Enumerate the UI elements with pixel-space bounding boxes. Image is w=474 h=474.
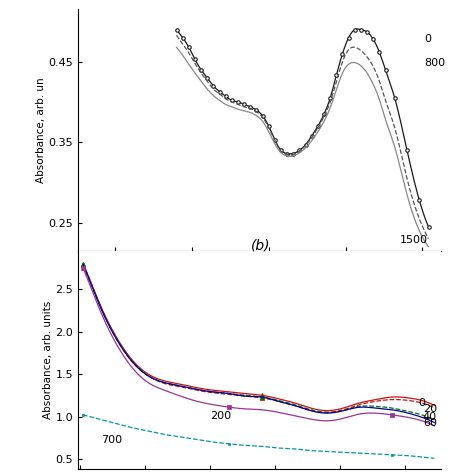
Text: 0: 0 bbox=[424, 34, 431, 44]
Y-axis label: Absorbance, arb. un: Absorbance, arb. un bbox=[36, 77, 46, 183]
Text: 0: 0 bbox=[418, 398, 425, 408]
Text: 1500: 1500 bbox=[399, 236, 428, 246]
Text: 200: 200 bbox=[210, 411, 231, 421]
Text: 700: 700 bbox=[101, 435, 122, 446]
Y-axis label: Absorbance, arb. units: Absorbance, arb. units bbox=[43, 301, 53, 419]
Text: 60: 60 bbox=[423, 419, 437, 428]
Text: 40: 40 bbox=[423, 411, 437, 421]
Text: 20: 20 bbox=[423, 404, 437, 414]
Text: 800: 800 bbox=[424, 58, 445, 68]
Text: (b): (b) bbox=[251, 238, 271, 253]
